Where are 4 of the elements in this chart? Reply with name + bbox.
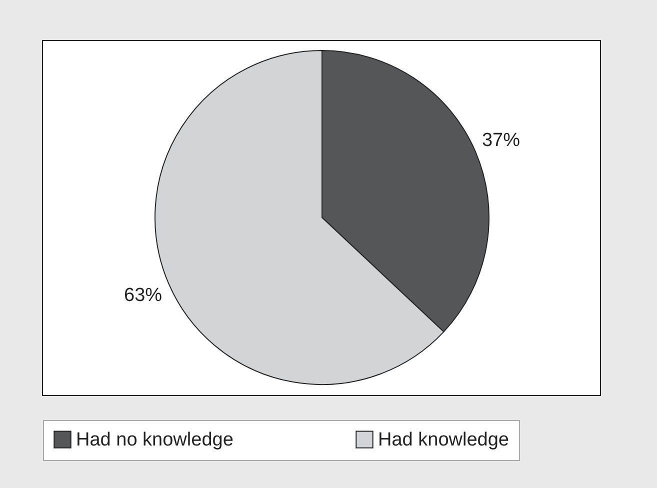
data-label: 37% — [482, 130, 520, 152]
legend-label: Had no knowledge — [76, 430, 234, 451]
data-label: 63% — [124, 284, 162, 306]
legend-label: Had knowledge — [378, 430, 509, 451]
